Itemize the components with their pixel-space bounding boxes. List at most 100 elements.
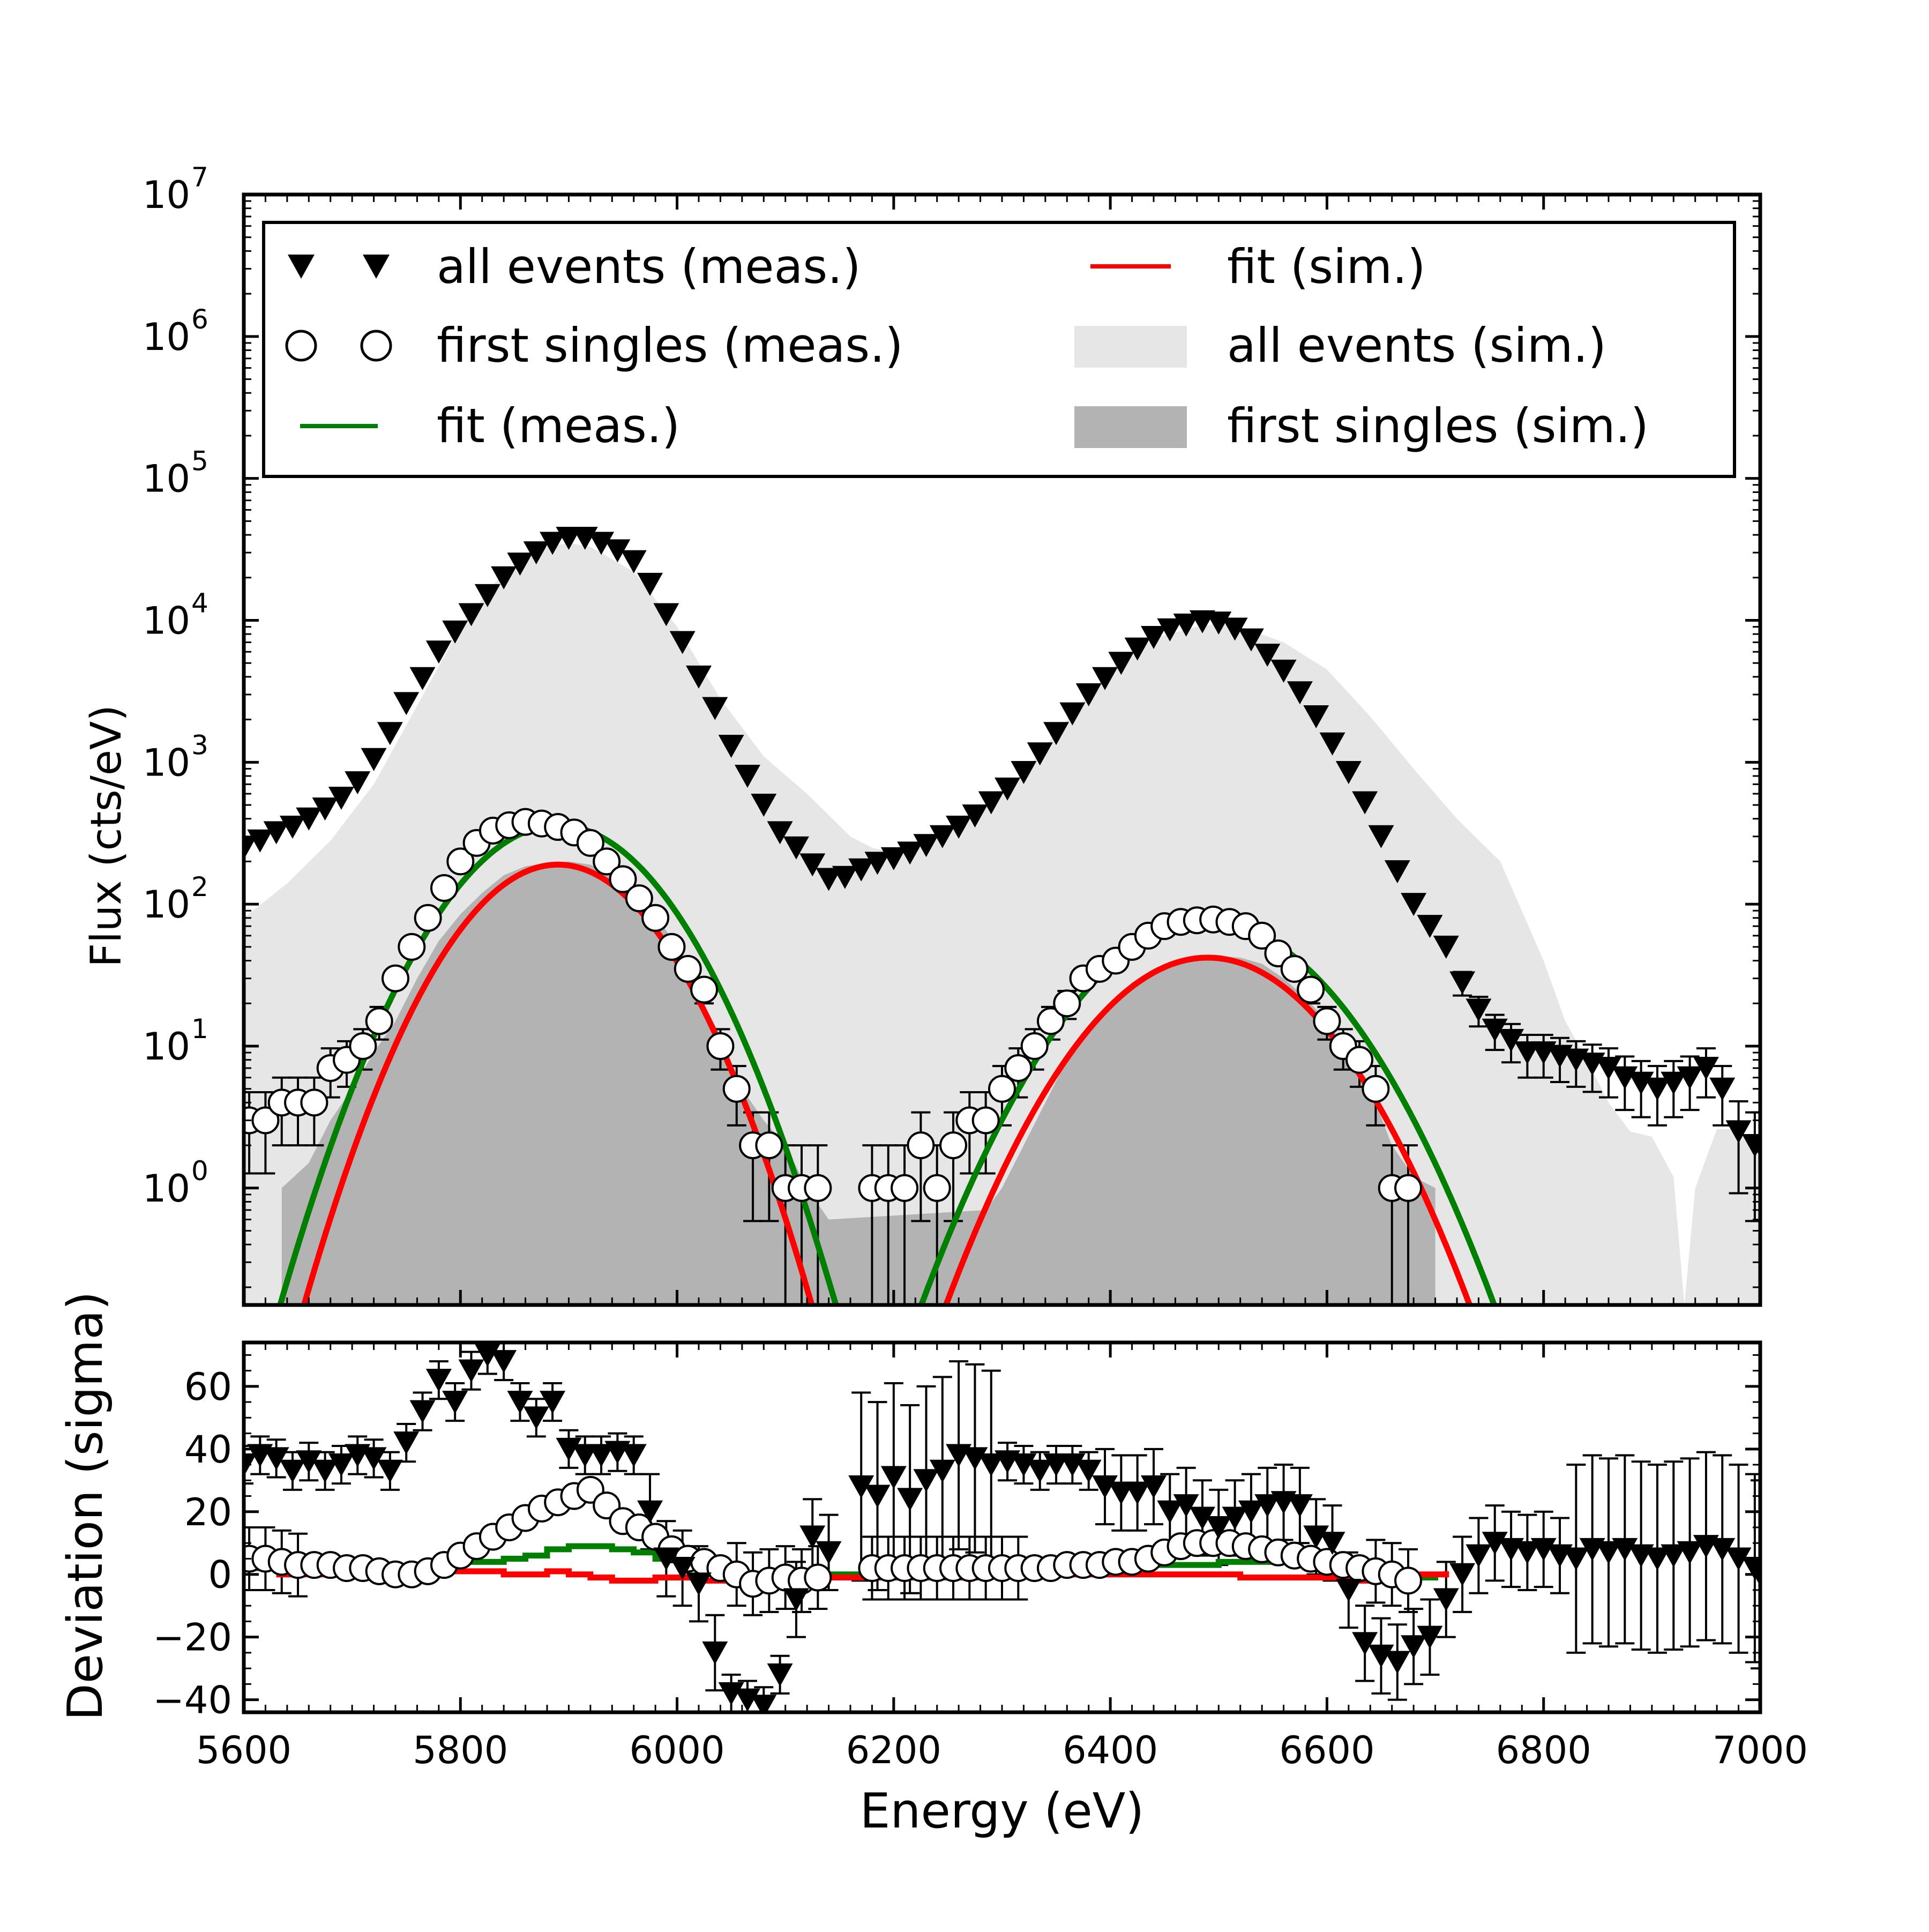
deviation-all-events-point — [377, 1459, 403, 1483]
all-events-point — [799, 853, 826, 877]
deviation-all-events-point — [864, 1485, 891, 1508]
all-events-point — [1270, 659, 1297, 683]
deviation-all-events-point — [1108, 1481, 1134, 1505]
deviation-all-events-point — [751, 1695, 777, 1712]
first-singles-point — [251, 1106, 280, 1135]
all-events-point — [523, 541, 549, 565]
deviation-all-events-point — [1157, 1500, 1183, 1524]
all-events-point — [279, 816, 305, 839]
first-singles-point — [593, 847, 621, 876]
deviation-all-events-point — [799, 1525, 826, 1549]
all-events-point — [556, 526, 582, 550]
all-events-point — [929, 825, 955, 848]
first-singles-point — [300, 1088, 328, 1117]
all-events-point — [604, 539, 631, 563]
legend-label-fit-meas: fit (meas.) — [437, 398, 680, 453]
flux-tick-label: 10 — [143, 1025, 190, 1069]
all-events-point — [1677, 1066, 1703, 1090]
all-events-point — [832, 866, 858, 889]
deviation-first-singles-point — [1394, 1567, 1423, 1595]
all-events-point — [1417, 915, 1443, 938]
deviation-all-events-point — [312, 1459, 338, 1483]
legend-frame — [262, 221, 1736, 478]
legend-label-first-meas: first singles (meas.) — [437, 318, 903, 373]
all-events-errbar — [1729, 1100, 1748, 1195]
first-singles-point — [690, 975, 719, 1004]
all-events-point — [816, 868, 842, 891]
first-singles-point — [1280, 954, 1309, 983]
all-events-point — [848, 858, 874, 882]
legend: all events (meas.) first singles (meas.)… — [262, 221, 1736, 478]
deviation-all-events-point — [1238, 1500, 1264, 1524]
all-events-point — [1335, 761, 1362, 785]
all-events-point — [1466, 998, 1492, 1022]
all-events-point — [1108, 652, 1134, 675]
first-singles-point — [939, 1131, 968, 1160]
deviation-all-events-point — [897, 1488, 923, 1511]
deviation-all-events-point — [734, 1688, 760, 1712]
deviation-all-events-point — [1043, 1453, 1070, 1477]
deviation-all-events-point — [1644, 1547, 1670, 1571]
flux-tick-exponent: 6 — [191, 304, 208, 335]
first-singles-point — [971, 1106, 1000, 1135]
deviation-all-events-point — [718, 1682, 744, 1705]
deviation-all-events-point — [669, 1557, 696, 1580]
flux-tick-exponent: 0 — [191, 1155, 208, 1187]
all-events-point — [1596, 1056, 1621, 1080]
deviation-all-events-point — [409, 1400, 436, 1423]
all-events-point — [1059, 702, 1086, 726]
deviation-all-events-point — [962, 1447, 988, 1471]
all-events-point — [1661, 1071, 1687, 1095]
all-events-point — [880, 847, 907, 870]
first-singles-point — [706, 1032, 735, 1060]
deviation-tick-label: 60 — [184, 1365, 232, 1409]
flux-tick-label: 10 — [143, 315, 190, 359]
flux-tick-label: 10 — [143, 883, 190, 927]
all-events-point — [1514, 1041, 1541, 1065]
all-events-point — [1043, 722, 1070, 745]
flux-tick-exponent: 1 — [191, 1013, 208, 1045]
flux-x-axis — [242, 195, 1762, 1305]
deviation-all-events-point — [1352, 1632, 1378, 1655]
all-events-point — [393, 692, 420, 715]
first-singles-point — [1394, 1174, 1423, 1202]
all-events-point — [978, 791, 1004, 815]
deviation-all-events-point — [1514, 1541, 1541, 1564]
deviation-all-events-point — [1384, 1651, 1410, 1674]
flux-tick-exponent: 4 — [191, 587, 208, 618]
all-events-point — [1092, 667, 1118, 690]
deviation-all-events-point — [1173, 1494, 1199, 1518]
all-events-point — [669, 631, 696, 654]
deviation-all-events-point — [1124, 1481, 1150, 1505]
deviation-tick-label: 0 — [208, 1553, 232, 1597]
deviation-all-events-point — [1725, 1547, 1752, 1571]
first-singles-point — [1248, 921, 1276, 950]
deviation-all-events-point — [1027, 1459, 1053, 1483]
deviation-all-events-point — [279, 1459, 305, 1483]
deviation-all-events-point — [1287, 1494, 1313, 1518]
deviation-all-events-point — [1433, 1588, 1459, 1612]
x-tick-label: 7000 — [1713, 1728, 1808, 1772]
all-events-point — [1222, 617, 1248, 641]
deviation-all-events-point — [1059, 1453, 1086, 1477]
all-events-point — [361, 748, 387, 771]
all-events-point — [1303, 705, 1329, 728]
deviation-all-events-point — [637, 1500, 663, 1524]
deviation-all-events-point — [1596, 1541, 1621, 1564]
first-singles-point — [1020, 1032, 1049, 1060]
deviation-all-events-point — [1319, 1532, 1345, 1555]
all-events-point — [1644, 1077, 1670, 1101]
first-singles-point — [446, 847, 475, 876]
deviation-all-events-point — [1206, 1516, 1232, 1539]
first-singles-point — [804, 1174, 832, 1202]
deviation-all-events-point — [1466, 1544, 1492, 1568]
deviation-tick-label: 20 — [184, 1490, 232, 1534]
all-events-point — [1206, 611, 1232, 635]
deviation-all-events-point — [1709, 1538, 1736, 1561]
all-events-point — [767, 821, 793, 845]
all-events-point — [686, 665, 712, 689]
all-events-point — [1319, 732, 1345, 756]
deviation-tick-label: −40 — [153, 1679, 232, 1722]
deviation-tick-label: 40 — [184, 1428, 232, 1472]
